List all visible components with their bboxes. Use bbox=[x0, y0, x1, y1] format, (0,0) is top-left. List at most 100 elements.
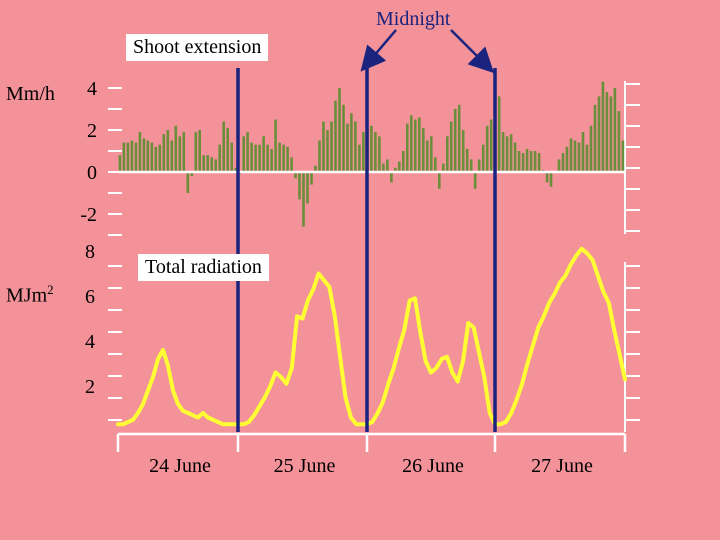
shoot-bar bbox=[497, 96, 501, 172]
shoot-bar bbox=[517, 151, 521, 172]
shoot-bar bbox=[282, 144, 285, 172]
shoot-bar bbox=[509, 134, 513, 172]
shoot-bar bbox=[581, 132, 585, 172]
shoot-extension-y-unit: Mm/h bbox=[6, 83, 55, 105]
shoot-bar bbox=[254, 144, 257, 172]
radiation-y-tick-label: 2 bbox=[85, 376, 95, 398]
shoot-bar bbox=[446, 136, 449, 172]
shoot-y-tick-label: 2 bbox=[87, 120, 97, 142]
shoot-bar bbox=[210, 157, 213, 172]
day-label: 24 June bbox=[149, 455, 211, 477]
shoot-bar bbox=[457, 104, 461, 172]
shoot-bar bbox=[182, 132, 186, 172]
shoot-bar bbox=[617, 111, 621, 172]
shoot-bar bbox=[390, 172, 393, 183]
shoot-bar bbox=[557, 159, 561, 172]
shoot-bar bbox=[469, 159, 473, 172]
shoot-bar bbox=[318, 140, 321, 172]
shoot-bar bbox=[525, 148, 529, 172]
shoot-bar bbox=[150, 142, 154, 172]
shoot-bar bbox=[306, 172, 309, 204]
shoot-bar bbox=[489, 119, 493, 172]
shoot-bar bbox=[218, 144, 221, 172]
shoot-bar bbox=[310, 172, 313, 185]
shoot-y-tick-label: 4 bbox=[87, 78, 97, 100]
radiation-unit-base: MJm bbox=[6, 284, 48, 307]
shoot-bar bbox=[565, 146, 569, 172]
shoot-bar bbox=[370, 125, 373, 172]
shoot-bar bbox=[410, 115, 413, 172]
shoot-bar bbox=[461, 130, 465, 172]
shoot-bar bbox=[605, 92, 609, 172]
shoot-bar bbox=[234, 167, 237, 172]
shoot-bar bbox=[338, 88, 341, 172]
shoot-bar bbox=[266, 144, 269, 172]
shoot-bar bbox=[434, 157, 437, 172]
midnight-arrow-left bbox=[360, 29, 397, 72]
shoot-bar bbox=[170, 140, 174, 172]
shoot-extension-title: Shoot extension bbox=[126, 34, 269, 61]
midnight-arrow-right bbox=[450, 29, 495, 74]
day-label: 27 June bbox=[531, 455, 593, 477]
shoot-bar bbox=[222, 121, 225, 172]
shoot-bar bbox=[122, 142, 126, 172]
shoot-bar bbox=[206, 155, 209, 172]
shoot-bar bbox=[126, 142, 130, 172]
shoot-bar bbox=[250, 142, 253, 172]
shoot-bar bbox=[545, 172, 549, 183]
shoot-bar bbox=[342, 104, 345, 172]
shoot-bar bbox=[358, 144, 361, 172]
shoot-bar bbox=[202, 155, 205, 172]
shoot-bar bbox=[537, 153, 541, 172]
shoot-bar bbox=[274, 119, 277, 172]
shoot-bar bbox=[142, 138, 146, 172]
shoot-bar bbox=[362, 132, 365, 172]
shoot-bar bbox=[449, 121, 453, 172]
day-label: 26 June bbox=[402, 455, 464, 477]
shoot-bar bbox=[350, 113, 353, 172]
shoot-bar bbox=[326, 130, 329, 172]
shoot-bar bbox=[613, 88, 617, 172]
shoot-bar bbox=[226, 127, 229, 172]
shoot-bar bbox=[569, 138, 573, 172]
shoot-bar bbox=[414, 119, 417, 172]
radiation-y-tick-label: 6 bbox=[85, 286, 95, 308]
shoot-bar bbox=[573, 140, 577, 172]
shoot-bar bbox=[430, 136, 433, 172]
shoot-bar bbox=[609, 96, 613, 172]
shoot-bar bbox=[118, 155, 122, 172]
shoot-bar bbox=[154, 146, 158, 172]
shoot-bar bbox=[442, 163, 445, 172]
shoot-bar bbox=[146, 140, 150, 172]
shoot-bar bbox=[262, 136, 265, 172]
shoot-y-tick-label: 0 bbox=[87, 162, 97, 184]
shoot-bar bbox=[465, 148, 469, 172]
shoot-bar bbox=[166, 130, 170, 172]
shoot-bar bbox=[130, 140, 134, 172]
shoot-bar bbox=[561, 153, 565, 172]
radiation-y-tick-label: 4 bbox=[85, 331, 95, 353]
shoot-bar bbox=[378, 136, 381, 172]
midnight-label: Midnight bbox=[376, 8, 451, 30]
total-radiation-title: Total radiation bbox=[138, 254, 269, 281]
shoot-bar bbox=[138, 132, 142, 172]
shoot-bar bbox=[589, 125, 593, 172]
shoot-bar bbox=[501, 132, 505, 172]
shoot-bar bbox=[230, 142, 233, 172]
shoot-bar bbox=[158, 144, 162, 172]
shoot-bar bbox=[406, 123, 409, 172]
shoot-bar bbox=[258, 144, 261, 172]
shoot-bar bbox=[194, 132, 198, 172]
shoot-bar bbox=[549, 172, 553, 187]
radiation-y-tick-label: 8 bbox=[85, 241, 95, 263]
shoot-bar bbox=[346, 123, 349, 172]
shoot-y-tick-label: -2 bbox=[80, 204, 97, 226]
shoot-bar bbox=[597, 96, 601, 172]
shoot-bar bbox=[533, 151, 537, 172]
shoot-bar bbox=[593, 104, 597, 172]
shoot-bar bbox=[174, 125, 178, 172]
shoot-bar bbox=[374, 132, 377, 172]
shoot-bar bbox=[294, 172, 297, 179]
